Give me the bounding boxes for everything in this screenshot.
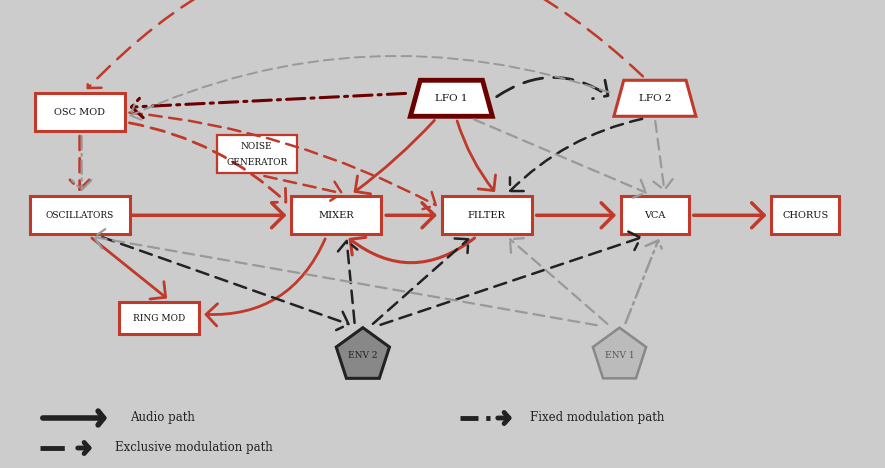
Polygon shape <box>593 328 646 378</box>
FancyBboxPatch shape <box>217 135 296 174</box>
Text: FILTER: FILTER <box>468 211 505 220</box>
Text: Fixed modulation path: Fixed modulation path <box>530 411 665 424</box>
Text: Audio path: Audio path <box>130 411 195 424</box>
Text: LFO 1: LFO 1 <box>435 94 467 103</box>
FancyBboxPatch shape <box>119 302 199 334</box>
Polygon shape <box>614 80 696 116</box>
FancyBboxPatch shape <box>621 196 689 234</box>
Text: NOISE: NOISE <box>241 142 273 151</box>
Text: GENERATOR: GENERATOR <box>226 158 288 167</box>
Text: OSC MOD: OSC MOD <box>54 108 105 117</box>
FancyBboxPatch shape <box>772 196 839 234</box>
FancyBboxPatch shape <box>442 196 532 234</box>
Text: Exclusive modulation path: Exclusive modulation path <box>115 441 273 454</box>
Text: LFO 2: LFO 2 <box>639 94 671 103</box>
FancyBboxPatch shape <box>35 93 125 132</box>
Text: CHORUS: CHORUS <box>782 211 828 220</box>
Text: RING MOD: RING MOD <box>133 314 186 323</box>
Polygon shape <box>411 80 492 116</box>
FancyBboxPatch shape <box>30 196 129 234</box>
FancyBboxPatch shape <box>291 196 381 234</box>
Text: ENV 2: ENV 2 <box>348 351 378 360</box>
Text: OSCILLATORS: OSCILLATORS <box>45 211 114 220</box>
Polygon shape <box>336 328 389 378</box>
Text: VCA: VCA <box>644 211 666 220</box>
Text: ENV 1: ENV 1 <box>604 351 635 360</box>
Text: MIXER: MIXER <box>319 211 354 220</box>
